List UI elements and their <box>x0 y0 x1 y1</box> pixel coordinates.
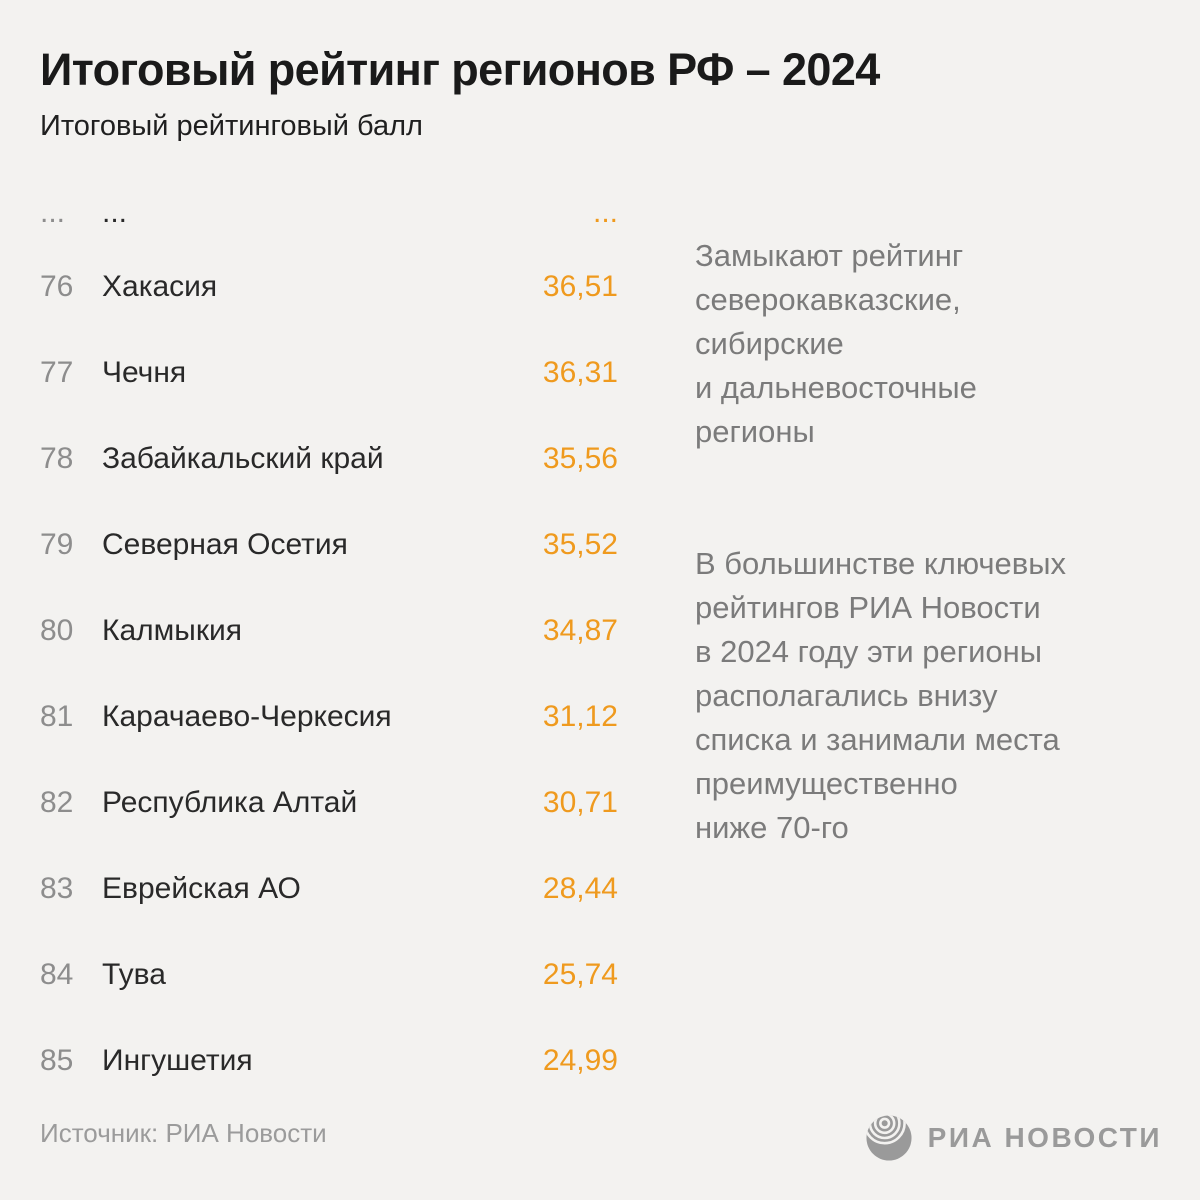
row-rank: 79 <box>40 528 74 561</box>
row-rank: 77 <box>40 356 74 389</box>
table-row: 76 Хакасия 36,51 <box>40 244 618 330</box>
row-rank: 83 <box>40 872 74 905</box>
row-rank: 82 <box>40 786 74 819</box>
row-region: Северная Осетия <box>102 528 348 561</box>
ellipsis-region: ... <box>102 196 128 229</box>
row-rank: 80 <box>40 614 74 647</box>
table-row: 80 Калмыкия 34,87 <box>40 588 618 674</box>
commentary: Замыкают рейтинг северокавказские, сибир… <box>695 190 1165 894</box>
table-row: 85 Ингушетия 24,99 <box>40 1018 618 1104</box>
row-score: 31,12 <box>542 700 618 733</box>
globe-icon <box>866 1115 912 1161</box>
table-row: 84 Тува 25,74 <box>40 932 618 1018</box>
row-region: Калмыкия <box>102 614 242 647</box>
page-subtitle: Итоговый рейтинговый балл <box>40 110 423 142</box>
ellipsis-rank: ... <box>40 196 66 229</box>
table-row: 82 Республика Алтай 30,71 <box>40 760 618 846</box>
table-row: 78 Забайкальский край 35,56 <box>40 416 618 502</box>
row-rank: 81 <box>40 700 74 733</box>
row-region: Забайкальский край <box>102 442 384 475</box>
commentary-paragraph-1: Замыкают рейтинг северокавказские, сибир… <box>695 238 977 449</box>
row-region: Республика Алтай <box>102 786 358 819</box>
row-score: 28,44 <box>542 872 618 905</box>
row-region: Тува <box>102 958 166 991</box>
row-score: 35,56 <box>542 442 618 475</box>
table-row: 83 Еврейская АО 28,44 <box>40 846 618 932</box>
rating-list: ... ... ... 76 Хакасия 36,51 77 Чечня 36… <box>40 182 618 1104</box>
row-region: Хакасия <box>102 270 218 303</box>
row-score: 36,51 <box>542 270 618 303</box>
table-row: 79 Северная Осетия 35,52 <box>40 502 618 588</box>
source-label: Источник: РИА Новости <box>40 1118 327 1148</box>
row-rank: 76 <box>40 270 74 303</box>
row-score: 34,87 <box>542 614 618 647</box>
row-score: 25,74 <box>542 958 618 991</box>
table-row: 77 Чечня 36,31 <box>40 330 618 416</box>
row-rank: 85 <box>40 1044 74 1077</box>
table-row: 81 Карачаево-Черкесия 31,12 <box>40 674 618 760</box>
row-region: Ингушетия <box>102 1044 253 1077</box>
row-rank: 84 <box>40 958 74 991</box>
ellipsis-row: ... ... ... <box>40 182 618 244</box>
row-region: Еврейская АО <box>102 872 301 905</box>
row-score: 30,71 <box>542 786 618 819</box>
row-rank: 78 <box>40 442 74 475</box>
row-score: 36,31 <box>542 356 618 389</box>
logo-text: РИА НОВОСТИ <box>927 1122 1162 1153</box>
ellipsis-score: ... <box>592 196 618 229</box>
row-score: 35,52 <box>542 528 618 561</box>
page-title: Итоговый рейтинг регионов РФ – 2024 <box>40 44 880 95</box>
ria-novosti-logo: РИА НОВОСТИ <box>863 1112 1162 1164</box>
commentary-paragraph-2: В большинстве ключевых рейтингов РИА Нов… <box>695 546 1067 845</box>
row-region: Карачаево-Черкесия <box>102 700 392 733</box>
row-score: 24,99 <box>542 1044 618 1077</box>
row-region: Чечня <box>102 356 187 389</box>
